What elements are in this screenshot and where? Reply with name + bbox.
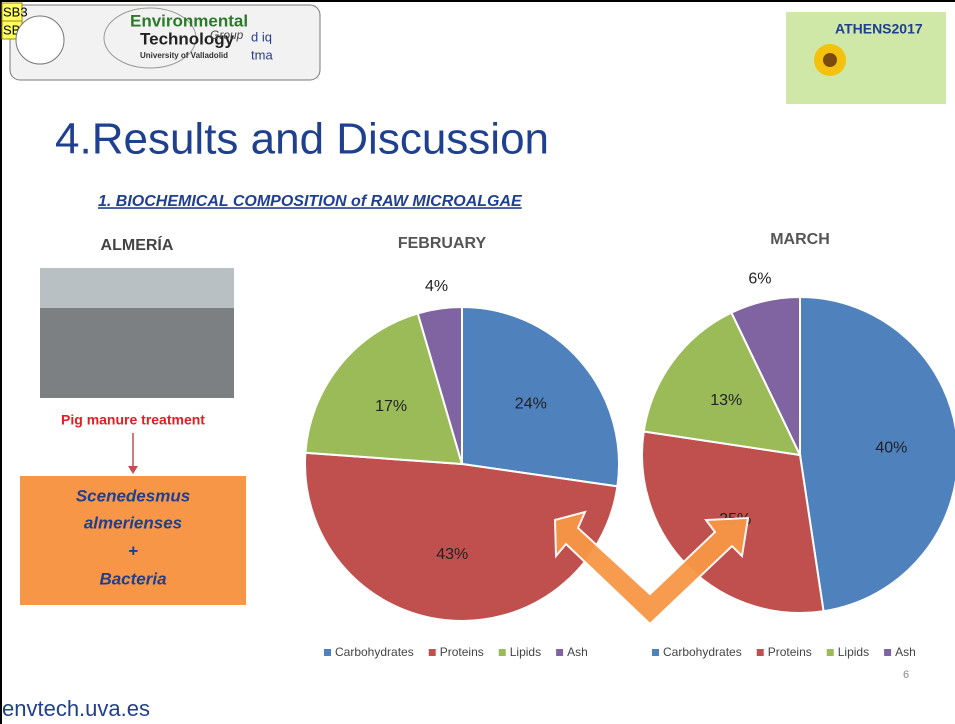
legend-label: Carbohydrates [335, 645, 414, 659]
crest [16, 16, 64, 64]
legend-swatch [556, 649, 563, 656]
data-label: 6% [748, 271, 771, 288]
legend-swatch [652, 649, 659, 656]
data-label: 43% [436, 546, 468, 563]
box-text: + [128, 541, 138, 560]
data-label: 24% [515, 396, 547, 413]
legend-swatch [827, 649, 834, 656]
legend-label: Proteins [768, 645, 812, 659]
logo-text: d iq [251, 29, 272, 44]
legend-label: Carbohydrates [663, 645, 742, 659]
box-text: Scenedesmus [76, 486, 190, 505]
legend-swatch [429, 649, 436, 656]
data-label: 40% [875, 439, 907, 456]
legend-swatch [757, 649, 764, 656]
sunflower [823, 53, 837, 67]
data-label: 4% [425, 278, 448, 295]
legend-swatch [884, 649, 891, 656]
logo-text: tma [251, 47, 273, 62]
legend-label: Proteins [440, 645, 484, 659]
legend-label: Lipids [838, 645, 869, 659]
page-number: 6 [903, 669, 909, 681]
footer: envtech.uva.es [2, 696, 150, 721]
site-photo-sky [40, 268, 234, 308]
badge-text: SB3 [3, 4, 28, 19]
logo-text: Group [210, 28, 244, 42]
data-label: 17% [375, 398, 407, 415]
chart-title: FEBRUARY [398, 235, 487, 252]
legend-label: Ash [895, 645, 916, 659]
arrow-head [128, 466, 138, 474]
chart-title: MARCH [770, 231, 830, 248]
legend-swatch [324, 649, 331, 656]
box-text: almerienses [84, 513, 182, 532]
slide-title: 4.Results and Discussion [55, 115, 549, 164]
box-text: Bacteria [99, 569, 166, 588]
slide-canvas: SB3 SB4 Environmental Technology Group U… [0, 0, 955, 724]
site-name: ALMERÍA [101, 235, 174, 254]
legend-swatch [499, 649, 506, 656]
logo-text: University of Valladolid [140, 51, 228, 60]
site-caption: Pig manure treatment [61, 412, 205, 428]
slide: SB3 SB4 Environmental Technology Group U… [0, 0, 955, 724]
data-label: 13% [710, 392, 742, 409]
event-text: ATHENS2017 [835, 21, 923, 37]
subtitle: 1. BIOCHEMICAL COMPOSITION of RAW MICROA… [98, 193, 523, 210]
legend-label: Lipids [510, 645, 541, 659]
legend-label: Ash [567, 645, 588, 659]
